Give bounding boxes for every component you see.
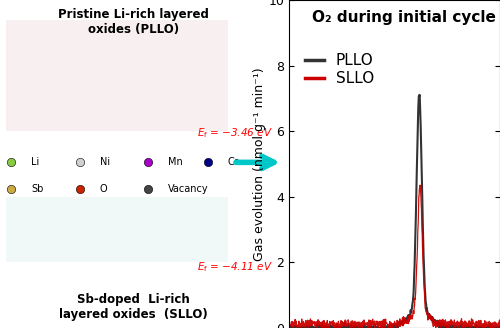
Bar bbox=[6, 197, 228, 262]
Bar bbox=[6, 20, 228, 131]
PLLO bbox=[416, 93, 422, 97]
Line: SLLO: SLLO bbox=[290, 185, 500, 328]
PLLO bbox=[446, 326, 452, 328]
SLLO bbox=[421, 285, 427, 289]
Line: PLLO: PLLO bbox=[290, 95, 500, 328]
SLLO bbox=[468, 324, 474, 328]
Text: $E_\mathrm{f}$ = −3.46 eV: $E_\mathrm{f}$ = −3.46 eV bbox=[197, 126, 273, 140]
Text: Sb: Sb bbox=[32, 184, 44, 194]
SLLO bbox=[497, 324, 500, 328]
PLLO bbox=[286, 325, 292, 328]
Text: Mn: Mn bbox=[168, 157, 182, 167]
Text: Sb-doped  Li-rich
layered oxides  (SLLO): Sb-doped Li-rich layered oxides (SLLO) bbox=[60, 294, 208, 321]
PLLO bbox=[497, 326, 500, 328]
Legend: PLLO, SLLO: PLLO, SLLO bbox=[299, 47, 380, 92]
PLLO bbox=[421, 268, 427, 272]
SLLO bbox=[417, 183, 423, 187]
SLLO bbox=[409, 317, 415, 321]
Text: O: O bbox=[100, 184, 107, 194]
SLLO bbox=[300, 324, 306, 328]
Text: $E_\mathrm{f}$ = −4.11 eV: $E_\mathrm{f}$ = −4.11 eV bbox=[197, 260, 273, 274]
SLLO bbox=[414, 245, 420, 249]
PLLO bbox=[414, 137, 420, 141]
SLLO bbox=[290, 326, 296, 328]
PLLO bbox=[300, 326, 306, 328]
PLLO bbox=[409, 306, 415, 310]
Text: Ni: Ni bbox=[100, 157, 110, 167]
Text: Co: Co bbox=[228, 157, 240, 167]
PLLO bbox=[286, 326, 292, 328]
SLLO bbox=[446, 323, 452, 327]
Text: Li: Li bbox=[32, 157, 40, 167]
Text: Vacancy: Vacancy bbox=[168, 184, 208, 194]
PLLO bbox=[468, 326, 474, 328]
SLLO bbox=[286, 320, 292, 324]
Text: Pristine Li-rich layered
oxides (PLLO): Pristine Li-rich layered oxides (PLLO) bbox=[58, 8, 209, 36]
Text: O₂ during initial cycle: O₂ during initial cycle bbox=[312, 10, 496, 25]
Y-axis label: Gas evolution (nmol g⁻¹ min⁻¹): Gas evolution (nmol g⁻¹ min⁻¹) bbox=[253, 67, 266, 261]
